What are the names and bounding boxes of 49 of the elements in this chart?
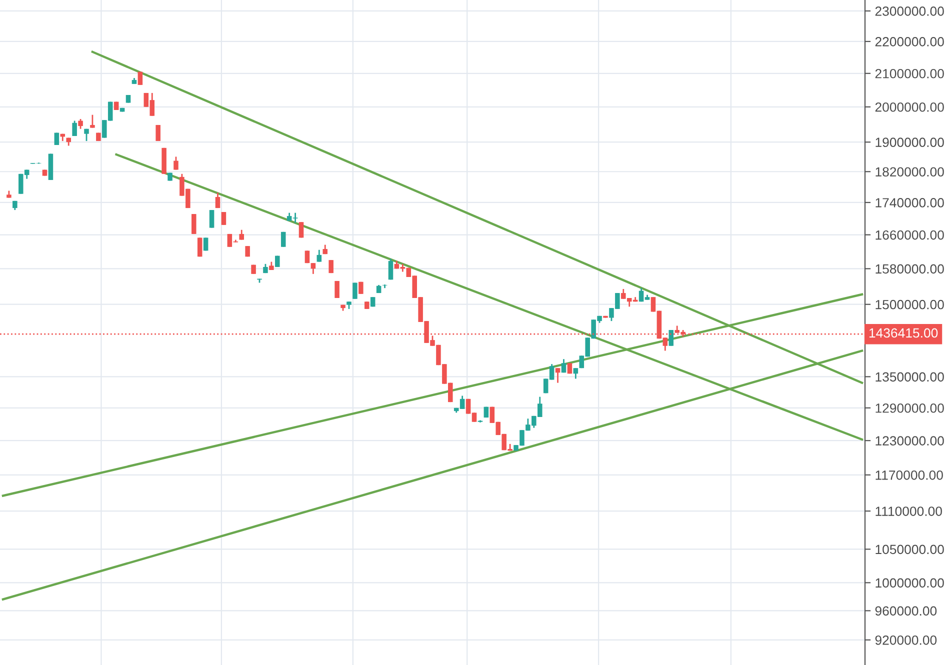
candlestick — [54, 132, 60, 146]
y-tick-label: 1050000.00 — [876, 544, 944, 554]
ref-line-label: 1436415.00 — [869, 328, 938, 338]
candlestick — [203, 237, 208, 252]
candlestick — [174, 156, 178, 170]
candlestick — [352, 282, 358, 300]
candlestick — [382, 284, 388, 289]
candlestick — [191, 213, 196, 235]
y-tick-label: 1110000.00 — [876, 506, 942, 516]
candlestick — [197, 237, 202, 258]
candlestick — [310, 262, 316, 275]
y-tick-label: 1290000.00 — [876, 403, 944, 413]
candlestick — [304, 250, 310, 264]
candlestick — [215, 192, 220, 209]
y-tick-label: 2300000.00 — [875, 6, 944, 16]
y-tick-label: 960000.00 — [875, 606, 937, 616]
candlestick — [78, 118, 83, 130]
y-tick-label: 1230000.00 — [876, 436, 944, 446]
candlestick — [239, 229, 244, 240]
y-tick-label: 1660000.00 — [876, 230, 944, 240]
candlestick — [573, 367, 578, 380]
candlestick — [668, 329, 674, 347]
y-tick-label: 1580000.00 — [876, 264, 944, 274]
candlestick — [209, 209, 214, 228]
y-tick-label: 1900000.00 — [876, 138, 944, 148]
candlestick — [298, 221, 304, 238]
y-tick-label: 1500000.00 — [876, 300, 944, 310]
y-tick-label: 1820000.00 — [876, 167, 944, 177]
candlestick — [90, 114, 95, 128]
y-tick-label: 1740000.00 — [876, 198, 944, 208]
candlestick — [328, 259, 334, 274]
y-tick-label: 1170000.00 — [876, 470, 943, 480]
y-tick-label: 2000000.00 — [875, 102, 944, 112]
candlestick — [221, 211, 226, 226]
candlestick — [138, 71, 143, 86]
y-tick-label: 1000000.00 — [876, 578, 944, 588]
candlestick — [334, 280, 340, 299]
candlestick — [358, 281, 364, 295]
candlestick — [72, 120, 77, 137]
y-tick-label: 920000.00 — [875, 635, 937, 645]
candlestick — [316, 249, 322, 262]
candlestick — [388, 258, 394, 280]
y-tick-label: 2100000.00 — [875, 68, 944, 78]
candlestick — [561, 358, 566, 374]
y-tick-label: 1350000.00 — [876, 372, 944, 382]
y-tick-label: 2200000.00 — [875, 37, 944, 46]
candlestick — [280, 231, 286, 248]
candlestick — [555, 367, 560, 384]
candlestick — [84, 128, 89, 142]
